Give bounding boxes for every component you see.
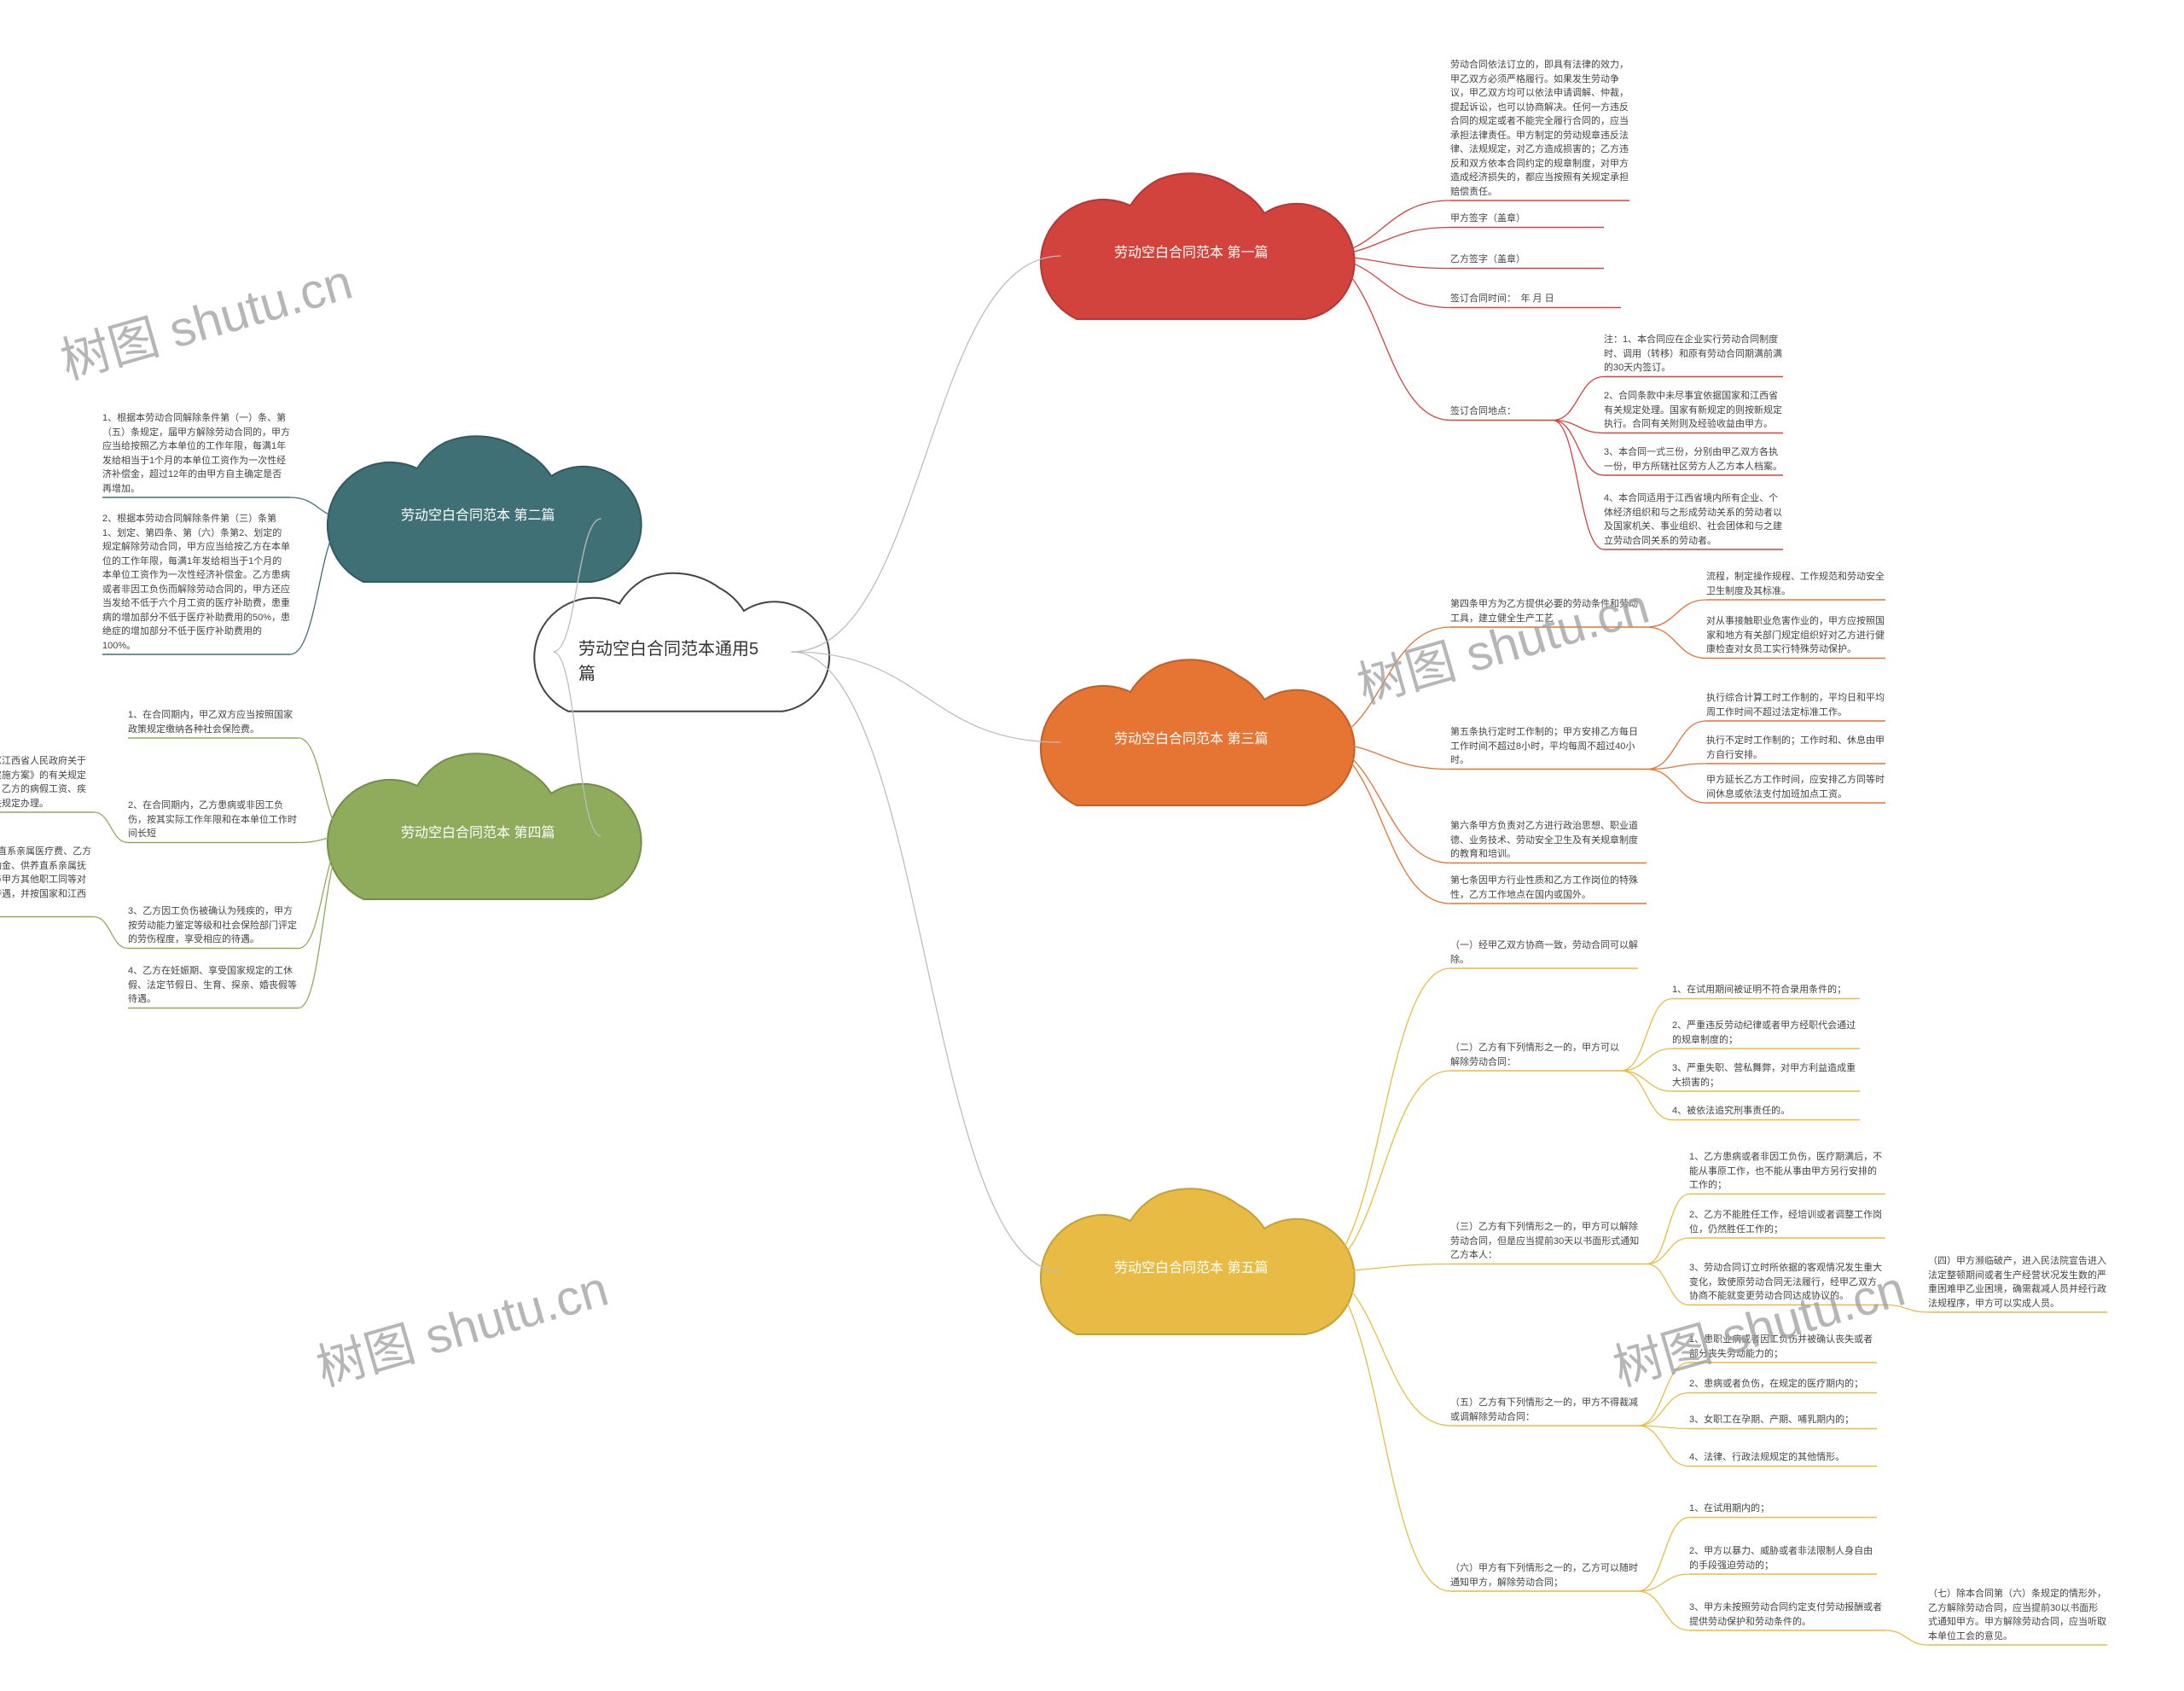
mindmap-stage: 劳动空白合同范本通用5篇劳动空白合同范本 第一篇劳动合同依法订立的，即具有法律的… [0, 0, 2184, 1691]
svg-layer [0, 0, 2184, 1691]
